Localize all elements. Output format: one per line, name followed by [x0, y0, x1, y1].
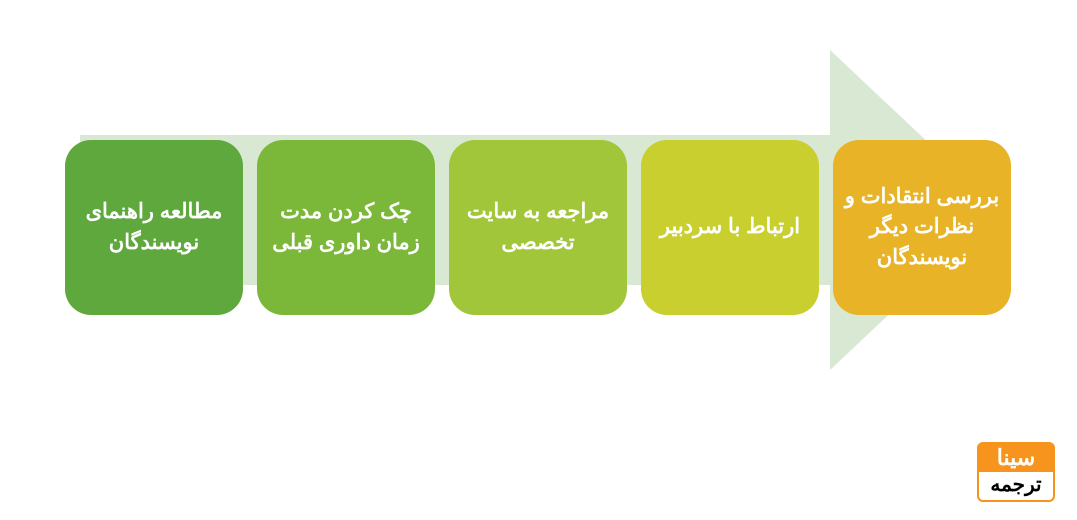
- brand-logo: سینا ترجمه: [977, 442, 1055, 502]
- process-steps-container: مطالعه راهنمای نویسندگان چک کردن مدت زما…: [65, 140, 1011, 315]
- process-step-label: ارتباط با سردبیر: [660, 212, 800, 242]
- process-step: ارتباط با سردبیر: [641, 140, 819, 315]
- process-step: بررسی انتقادات و نظرات دیگر نویسندگان: [833, 140, 1011, 315]
- process-step: مطالعه راهنمای نویسندگان: [65, 140, 243, 315]
- process-step-label: مطالعه راهنمای نویسندگان: [75, 197, 233, 258]
- process-step-label: مراجعه به سایت تخصصی: [459, 197, 617, 258]
- process-step-label: چک کردن مدت زمان داوری قبلی: [267, 197, 425, 258]
- process-step-label: بررسی انتقادات و نظرات دیگر نویسندگان: [843, 182, 1001, 273]
- process-step: چک کردن مدت زمان داوری قبلی: [257, 140, 435, 315]
- logo-top-text: سینا: [977, 442, 1055, 472]
- process-step: مراجعه به سایت تخصصی: [449, 140, 627, 315]
- logo-bottom-text: ترجمه: [977, 472, 1055, 502]
